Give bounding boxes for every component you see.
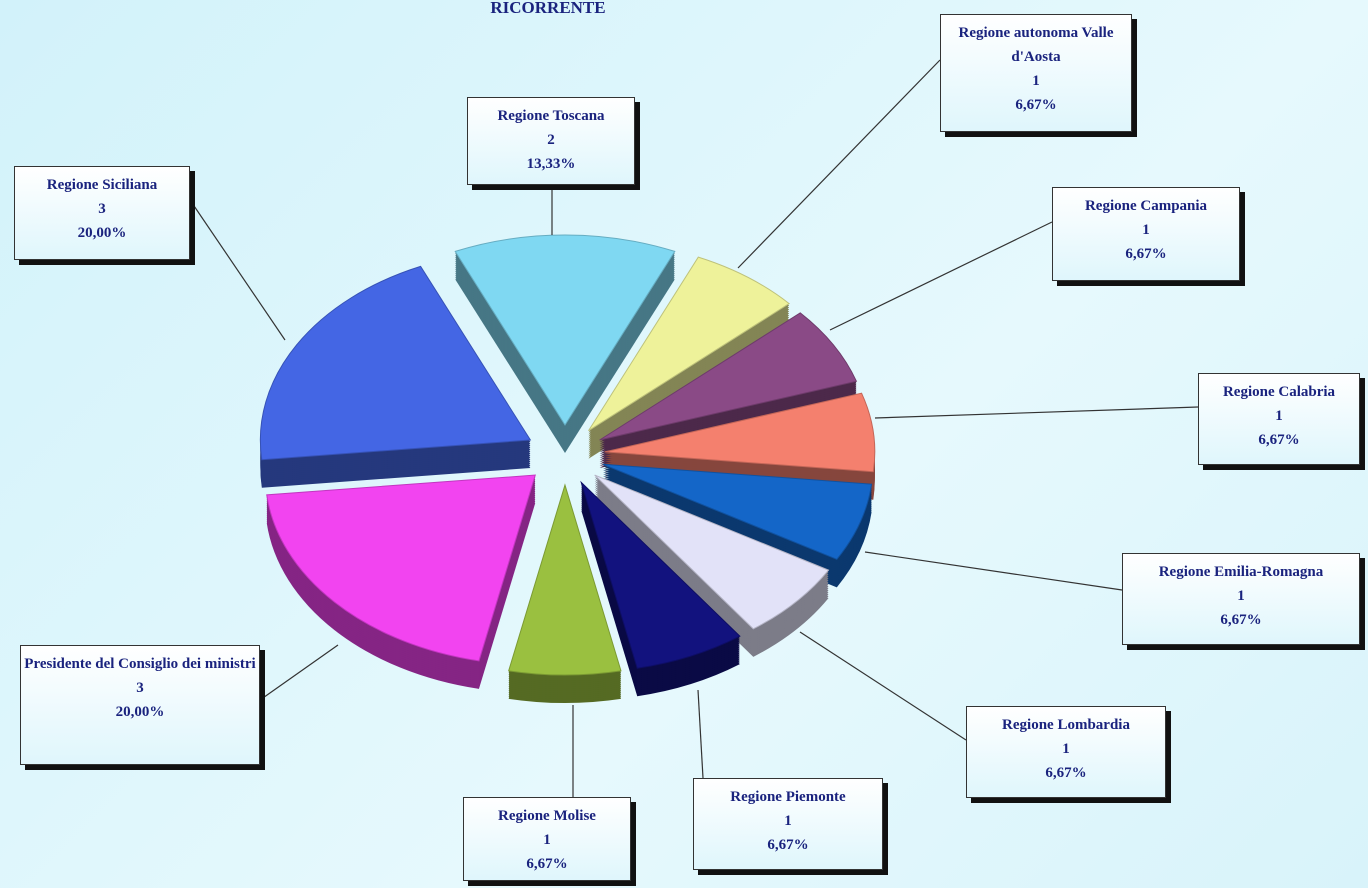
leader-line (189, 199, 286, 341)
label-name: Regione autonoma Valle d'Aosta (958, 25, 1114, 65)
label-name: Regione Calabria (1222, 384, 1336, 400)
label-count: 1 (1032, 73, 1040, 89)
slice (602, 463, 873, 560)
label-count: 3 (136, 680, 144, 696)
data-label-box: Regione Toscana 2 13,33% (467, 97, 635, 185)
label-count: 1 (1275, 408, 1283, 424)
label-name: Regione Siciliana (46, 177, 158, 193)
slice (604, 392, 876, 473)
label-name: Regione Lombardia (1002, 717, 1130, 733)
label-percent: 6,67% (1220, 612, 1262, 628)
label-name: Presidente del Consiglio dei ministri (24, 656, 256, 672)
data-label-box: Presidente del Consiglio dei ministri 3 20… (20, 645, 260, 765)
label-name: Regione Piemonte (730, 789, 846, 805)
label-percent: 6,67% (1125, 246, 1167, 262)
data-label-box: Regione Calabria 1 6,67% (1198, 373, 1360, 465)
label-percent: 13,33% (526, 156, 576, 172)
leader-line (874, 406, 1199, 419)
slice (454, 234, 676, 426)
data-label-box: Regione Emilia-Romagna 1 6,67% (1122, 553, 1360, 645)
data-label-box: Regione Lombardia 1 6,67% (966, 706, 1166, 798)
label-count: 1 (1237, 588, 1245, 604)
leader-line (259, 644, 339, 701)
label-name: Regione Toscana (497, 108, 605, 124)
label-count: 1 (784, 813, 792, 829)
label-percent: 6,67% (526, 856, 568, 872)
label-count: 1 (1142, 222, 1150, 238)
label-count: 3 (98, 201, 106, 217)
slice (588, 256, 791, 432)
data-label-box: Regione Molise 1 6,67% (463, 797, 631, 881)
slice (259, 265, 532, 461)
data-label-box: Regione autonoma Valle d'Aosta 1 6,67% (940, 14, 1132, 132)
data-label-box: Regione Campania 1 6,67% (1052, 187, 1240, 281)
slice (266, 474, 536, 662)
label-percent: 6,67% (1015, 97, 1057, 113)
leader-line (799, 631, 967, 741)
label-percent: 20,00% (77, 225, 127, 241)
chart-title: RICORRENTE (490, 0, 606, 17)
label-percent: 6,67% (1045, 765, 1087, 781)
leader-line (829, 221, 1053, 331)
leader-line (737, 59, 941, 269)
slice (580, 480, 741, 669)
label-count: 2 (547, 132, 555, 148)
label-percent: 6,67% (1258, 432, 1300, 448)
slice (599, 312, 858, 441)
label-name: Regione Emilia-Romagna (1158, 564, 1324, 580)
label-name: Regione Molise (498, 808, 596, 824)
data-label-box: Regione Siciliana 3 20,00% (14, 166, 190, 260)
slice (508, 483, 622, 676)
label-name: Regione Campania (1084, 198, 1208, 214)
slice (594, 474, 830, 630)
leader-line (697, 689, 704, 779)
leader-line (864, 551, 1123, 591)
data-label-box: Regione Piemonte 1 6,67% (693, 778, 883, 870)
label-count: 1 (543, 832, 551, 848)
label-count: 1 (1062, 741, 1070, 757)
label-percent: 6,67% (767, 837, 809, 853)
label-percent: 20,00% (115, 704, 165, 720)
